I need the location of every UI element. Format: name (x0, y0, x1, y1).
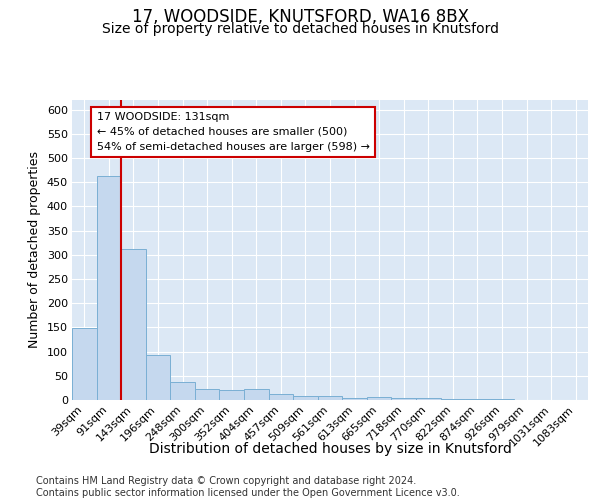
Bar (342, 398, 367, 400)
Bar (146, 355, 170, 400)
Bar (293, 396, 318, 400)
Bar (490, 399, 514, 400)
Text: 17 WOODSIDE: 131sqm
← 45% of detached houses are smaller (500)
54% of semi-detac: 17 WOODSIDE: 131sqm ← 45% of detached ho… (97, 112, 370, 152)
Bar (440, 398, 465, 400)
Text: Contains HM Land Registry data © Crown copyright and database right 2024.
Contai: Contains HM Land Registry data © Crown c… (36, 476, 460, 498)
Bar (367, 397, 391, 400)
Text: 17, WOODSIDE, KNUTSFORD, WA16 8BX: 17, WOODSIDE, KNUTSFORD, WA16 8BX (131, 8, 469, 26)
Bar (391, 398, 416, 400)
Bar (121, 249, 146, 400)
Bar (318, 396, 342, 400)
Bar (416, 398, 440, 400)
Bar (195, 390, 220, 400)
Bar (97, 176, 121, 400)
Text: Distribution of detached houses by size in Knutsford: Distribution of detached houses by size … (149, 442, 511, 456)
Y-axis label: Number of detached properties: Number of detached properties (28, 152, 41, 348)
Bar (244, 390, 269, 400)
Bar (170, 382, 195, 400)
Text: Size of property relative to detached houses in Knutsford: Size of property relative to detached ho… (101, 22, 499, 36)
Bar (269, 394, 293, 400)
Bar (72, 328, 97, 400)
Bar (465, 398, 490, 400)
Bar (220, 390, 244, 400)
